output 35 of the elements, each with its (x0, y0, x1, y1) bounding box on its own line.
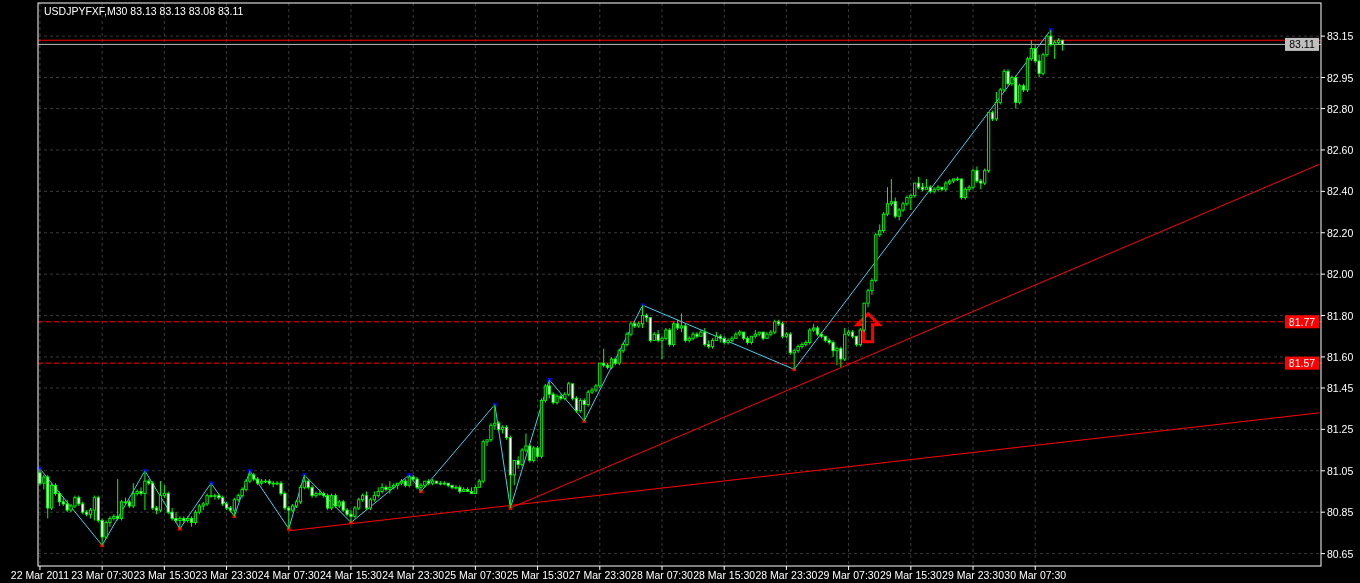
x-tick-label: 24 Mar 23:30 (382, 569, 445, 581)
y-tick-label: 82.20 (1327, 226, 1354, 239)
chart-title: USDJPYFXF,M30 83.13 83.13 83.08 83.11 (44, 5, 244, 17)
y-tick-label: 82.40 (1327, 185, 1354, 198)
y-tick-label: 82.95 (1327, 71, 1354, 84)
x-tick-label: 23 Mar 23:30 (195, 569, 258, 581)
x-tick-label: 25 Mar 15:30 (506, 569, 569, 581)
y-tick-label: 81.05 (1327, 464, 1354, 477)
y-tick-label: 80.65 (1327, 547, 1354, 560)
y-tick-label: 81.45 (1327, 381, 1354, 394)
x-tick-label: 29 Mar 15:30 (879, 569, 942, 581)
x-tick-label: 22 Mar 2011 (10, 569, 70, 581)
y-tick-label: 81.80 (1327, 309, 1354, 322)
ref-line-label: 81.77 (1288, 315, 1316, 328)
x-tick-label: 27 Mar 23:30 (568, 569, 631, 581)
y-tick-label: 82.80 (1327, 102, 1354, 115)
x-tick-label: 25 Mar 07:30 (444, 569, 507, 581)
ref-line-label: 83.11 (1289, 38, 1315, 51)
x-tick-label: 29 Mar 07:30 (817, 569, 880, 581)
x-tick-label: 28 Mar 15:30 (693, 569, 756, 581)
x-tick-label: 29 Mar 23:30 (942, 569, 1005, 581)
y-tick-label: 82.00 (1327, 268, 1354, 281)
x-tick-label: 28 Mar 23:30 (755, 569, 818, 581)
x-tick-label: 24 Mar 15:30 (320, 569, 383, 581)
y-tick-label: 81.60 (1327, 350, 1354, 363)
x-tick-label: 24 Mar 07:30 (257, 569, 320, 581)
y-tick-label: 81.25 (1327, 423, 1354, 436)
x-tick-label: 30 Mar 07:30 (1004, 569, 1067, 581)
y-tick-label: 82.60 (1327, 143, 1354, 156)
x-tick-label: 23 Mar 07:30 (71, 569, 134, 581)
x-tick-label: 23 Mar 15:30 (133, 569, 196, 581)
ref-line-label: 81.57 (1288, 357, 1316, 370)
x-tick-label: 28 Mar 07:30 (631, 569, 694, 581)
y-tick-label: 80.85 (1327, 506, 1354, 519)
y-tick-label: 83.15 (1327, 30, 1354, 43)
